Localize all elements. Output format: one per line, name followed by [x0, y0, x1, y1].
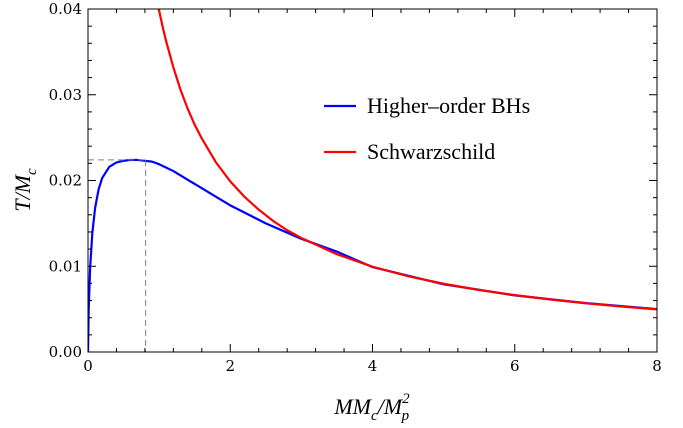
series-layer: [88, 9, 657, 352]
series-line-1: [157, 9, 657, 311]
x-tick-label: 0: [83, 357, 93, 375]
legend-label-higher-order: Higher–order BHs: [367, 93, 530, 118]
y-tick-label: 0.04: [49, 0, 82, 18]
guide-layer: [88, 159, 147, 352]
x-tick-label: 2: [225, 357, 235, 375]
x-tick-label: 4: [368, 357, 378, 375]
x-tick-label: 8: [652, 357, 662, 375]
y-tick-label: 0.03: [49, 86, 82, 104]
y-axis-label: T/Mc: [10, 168, 40, 212]
y-tick-label: 0.02: [49, 172, 82, 190]
x-tick-label: 6: [510, 357, 520, 375]
y-tick-label: 0.00: [49, 343, 82, 361]
series-line-0: [88, 158, 657, 352]
ticks-layer: 0 2 4 6 8 0.00 0.01 0.02 0.03 0.04: [49, 0, 662, 375]
legend: Higher–order BHs Schwarzschild: [324, 93, 530, 164]
y-tick-label: 0.01: [49, 257, 82, 275]
legend-label-schwarzschild: Schwarzschild: [367, 139, 495, 164]
x-axis-label: MMc/M2 p: [333, 391, 410, 424]
